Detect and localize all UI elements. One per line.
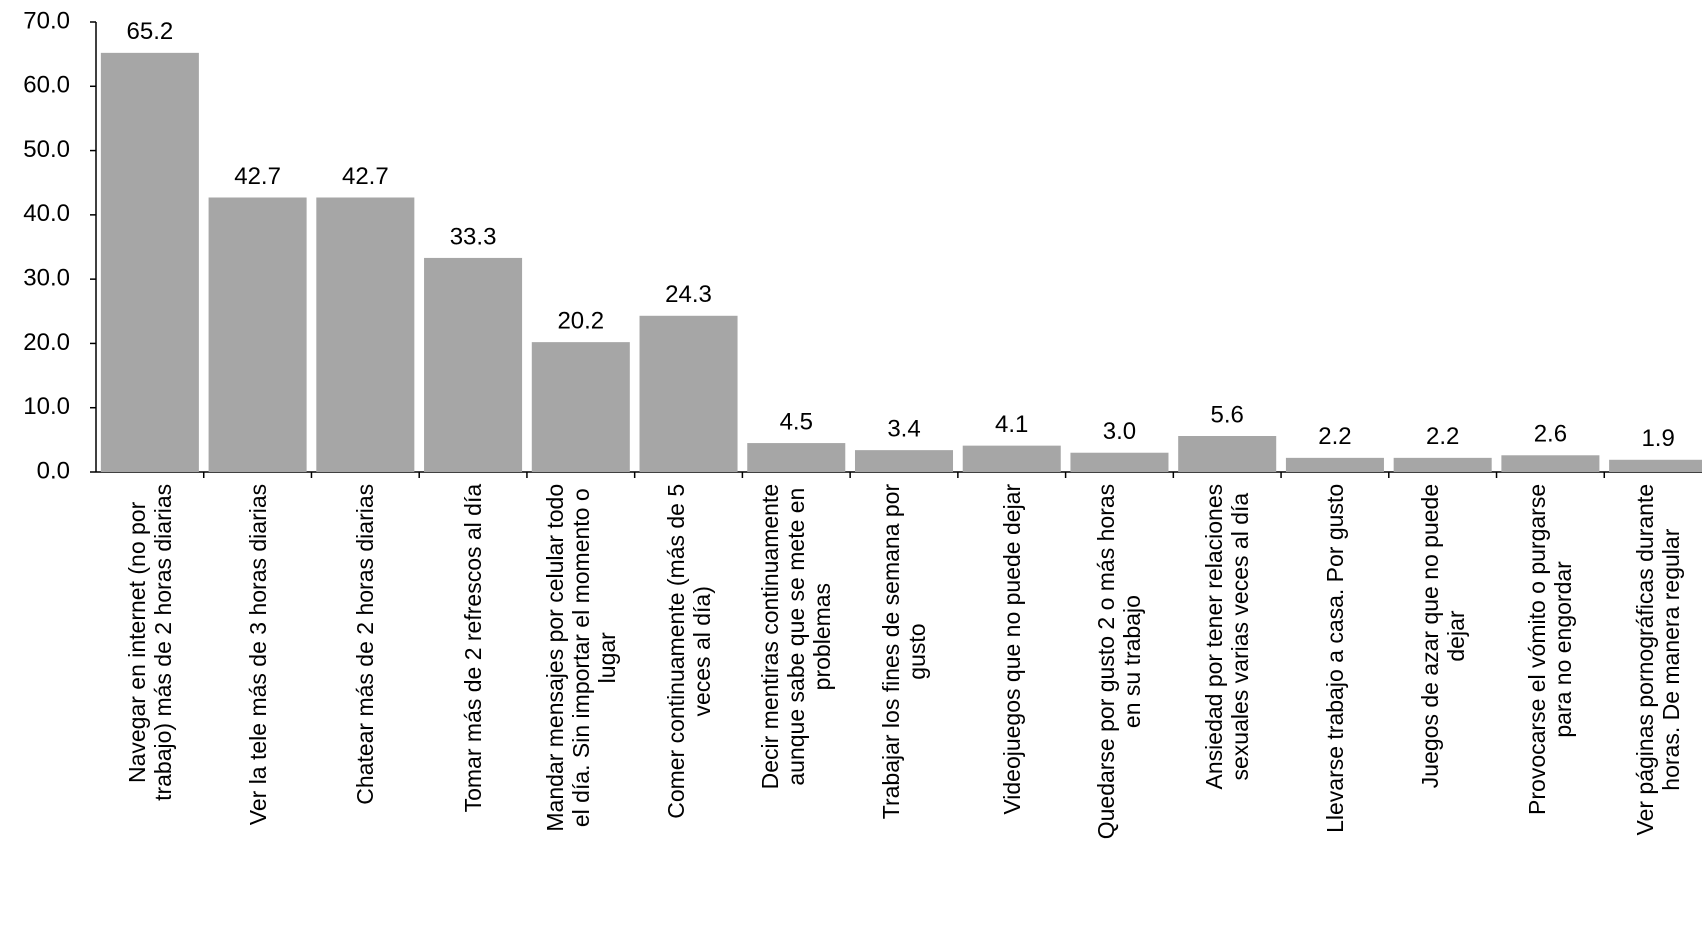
value-label: 42.7 <box>342 163 389 190</box>
bar <box>962 445 1061 472</box>
x-tick-label-box: Navegar en internet (no por trabajo) más… <box>96 484 204 924</box>
x-tick-label-box: Quedarse por gusto 2 o más horas en su t… <box>1066 484 1174 924</box>
value-label: 2.6 <box>1534 421 1567 448</box>
x-tick-label: Decir mentiras continuamente aunque sabe… <box>757 483 836 790</box>
bar <box>1609 459 1702 472</box>
bar <box>316 197 415 472</box>
y-tick-label: 70.0 <box>23 7 70 34</box>
x-tick-label: Juegos de azar que no puede dejar <box>1416 483 1469 789</box>
x-tick-label: Llevarse trabajo a casa. Por gusto <box>1321 483 1348 834</box>
value-label: 2.2 <box>1426 423 1459 450</box>
x-tick-label-box: Tomar más de 2 refrescos al día <box>419 484 527 924</box>
bar <box>531 342 630 472</box>
bar <box>424 257 523 472</box>
y-tick-label: 30.0 <box>23 264 70 291</box>
value-label: 3.0 <box>1103 418 1136 445</box>
value-label: 1.9 <box>1641 425 1674 452</box>
y-tick-label: 10.0 <box>23 393 70 420</box>
bar <box>100 52 199 472</box>
value-label: 2.2 <box>1318 423 1351 450</box>
value-label: 4.1 <box>995 411 1028 438</box>
x-tick-label-box: Llevarse trabajo a casa. Por gusto <box>1281 484 1389 924</box>
x-tick-label: Mandar mensajes por celular todo el día.… <box>541 483 620 832</box>
x-tick-label: Ansiedad por tener relaciones sexuales v… <box>1201 483 1254 790</box>
x-tick-label-box: Ver la tele más de 3 horas diarias <box>204 484 312 924</box>
x-tick-label-box: Ver páginas pornográficas durante horas.… <box>1604 484 1702 924</box>
y-tick-label: 50.0 <box>23 136 70 163</box>
value-label: 5.6 <box>1211 401 1244 428</box>
x-tick-label: Chatear más de 2 horas diarias <box>352 483 379 805</box>
x-tick-label: Tomar más de 2 refrescos al día <box>460 483 487 813</box>
bar <box>1393 457 1492 472</box>
x-tick-label-box: Ansiedad por tener relaciones sexuales v… <box>1173 484 1281 924</box>
x-tick-label: Trabajar los fines de semana por gusto <box>878 483 930 820</box>
x-tick-label: Provocarse el vómito o purgarse para no … <box>1524 483 1577 816</box>
y-tick-label: 0.0 <box>37 457 70 484</box>
x-tick-label-box: Mandar mensajes por celular todo el día.… <box>527 484 635 924</box>
bar <box>1070 452 1169 472</box>
y-tick-label: 60.0 <box>23 72 70 99</box>
bar <box>208 197 307 472</box>
value-label: 20.2 <box>557 307 604 334</box>
value-label: 65.2 <box>127 18 174 45</box>
x-tick-label: Ver la tele más de 3 horas diarias <box>244 483 271 826</box>
y-tick-label: 40.0 <box>23 200 70 227</box>
bar <box>854 450 954 472</box>
bar <box>1501 455 1600 472</box>
x-tick-label-box: Juegos de azar que no puede dejar <box>1389 484 1497 924</box>
bar <box>1285 457 1384 472</box>
x-tick-label: Quedarse por gusto 2 o más horas en su t… <box>1093 483 1146 840</box>
x-tick-label: Navegar en internet (no por trabajo) más… <box>123 483 176 802</box>
value-label: 4.5 <box>780 408 813 435</box>
bar <box>639 315 738 472</box>
value-label: 3.4 <box>887 415 920 442</box>
value-label: 33.3 <box>450 223 497 250</box>
x-tick-label-box: Provocarse el vómito o purgarse para no … <box>1497 484 1605 924</box>
x-tick-label-box: Decir mentiras continuamente aunque sabe… <box>742 484 850 924</box>
x-tick-label-box: Comer continuamente (más de 5 veces al d… <box>635 484 743 924</box>
x-tick-label: Comer continuamente (más de 5 veces al d… <box>662 483 715 819</box>
y-tick-label: 20.0 <box>23 329 70 356</box>
x-tick-label: Videojuegos que no puede dejar <box>998 483 1025 815</box>
x-tick-label-box: Chatear más de 2 horas diarias <box>311 484 419 924</box>
x-tick-label: Ver páginas pornográficas durante horas.… <box>1632 483 1685 836</box>
x-tick-label-box: Videojuegos que no puede dejar <box>958 484 1066 924</box>
value-label: 24.3 <box>665 281 712 308</box>
value-label: 42.7 <box>234 163 281 190</box>
bar <box>1178 436 1277 472</box>
x-tick-label-box: Trabajar los fines de semana por gusto <box>850 484 958 924</box>
bar <box>747 443 846 472</box>
